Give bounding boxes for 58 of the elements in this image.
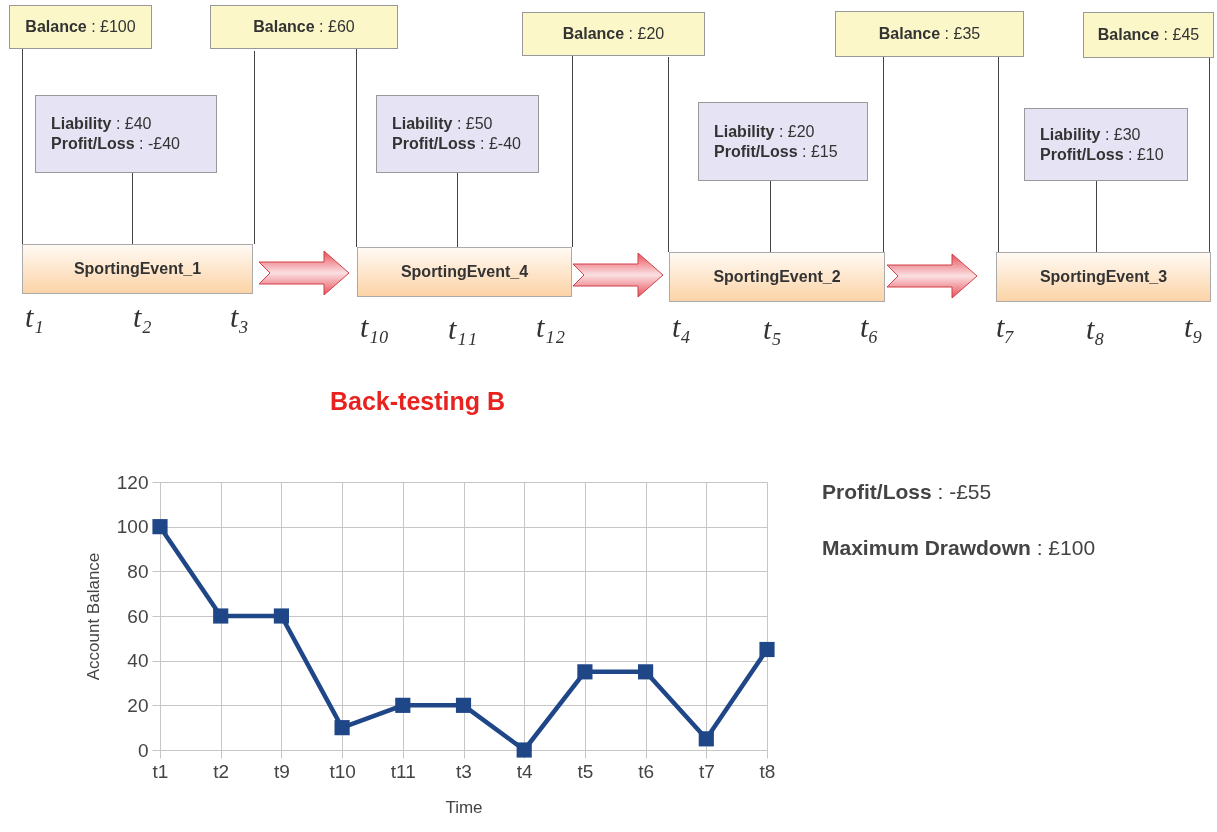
point [577, 664, 593, 680]
y-tick-label: 40 [127, 650, 149, 672]
text-box: Liability : £50 Profit/Loss : £-40 [376, 95, 539, 173]
text-box: Balance : £100 [9, 5, 152, 49]
text-box: Liability : £30 Profit/Loss : £10 [1024, 108, 1188, 181]
text-box: Balance : £20 [522, 12, 705, 56]
x-tick-label: t1 [152, 760, 169, 782]
text: t₁₁ [448, 312, 478, 346]
point [213, 608, 229, 624]
text: t₄ [672, 310, 691, 344]
y-tick-label: 80 [127, 560, 149, 582]
point [759, 641, 775, 658]
x-tick-label: t8 [759, 760, 776, 782]
y-axis-title: Account Balance [83, 552, 103, 681]
point [455, 697, 472, 713]
x-axis-title: Time [445, 797, 483, 817]
x-tick-label: t9 [273, 760, 290, 782]
point [273, 608, 289, 624]
x-tick-label: t4 [516, 760, 534, 782]
text: t₂ [133, 300, 152, 334]
x-tick-label: t10 [329, 760, 356, 782]
x-tick-label: t6 [638, 760, 655, 782]
text-box: Balance : £45 [1083, 12, 1214, 58]
text-box: SportingEvent_2 [669, 252, 885, 302]
x-tick-label: t11 [390, 760, 416, 782]
y-tick-label: 100 [116, 516, 149, 538]
text: t₅ [763, 312, 782, 346]
text: Profit/Loss : -£55 [822, 480, 992, 504]
y-tick-label: 120 [116, 471, 149, 493]
text: t₇ [996, 310, 1015, 344]
text: t₉ [1184, 310, 1203, 344]
y-tick-label: 20 [127, 694, 149, 716]
text: t₁₂ [536, 310, 566, 344]
x-tick-label: t5 [577, 760, 594, 782]
x-tick-label: t2 [213, 760, 230, 782]
text-box: SportingEvent_3 [996, 252, 1211, 302]
text-box: Liability : £40 Profit/Loss : -£40 [35, 95, 217, 173]
text-box: SportingEvent_4 [357, 247, 572, 297]
point [638, 664, 654, 680]
y-tick-label: 0 [137, 739, 149, 761]
text-box: Balance : £60 [210, 5, 398, 49]
x-tick-label: t3 [456, 760, 472, 782]
text-box: Liability : £20 Profit/Loss : £15 [698, 102, 868, 181]
x-tick-label: t7 [698, 760, 715, 782]
point [395, 697, 411, 713]
point [698, 731, 714, 747]
text-box: SportingEvent_1 [22, 244, 253, 294]
chart-title: Back-testing B [329, 387, 506, 415]
text: t₁₀ [360, 310, 390, 344]
y-tick-label: 60 [127, 605, 149, 627]
point [334, 720, 350, 736]
text: t₈ [1086, 312, 1105, 346]
text: Maximum Drawdown : £100 [822, 536, 1096, 560]
text: t₆ [860, 310, 879, 344]
text-box: Balance : £35 [835, 11, 1024, 57]
text: t₃ [230, 300, 249, 334]
text: t₁ [25, 300, 44, 334]
point [152, 519, 168, 535]
